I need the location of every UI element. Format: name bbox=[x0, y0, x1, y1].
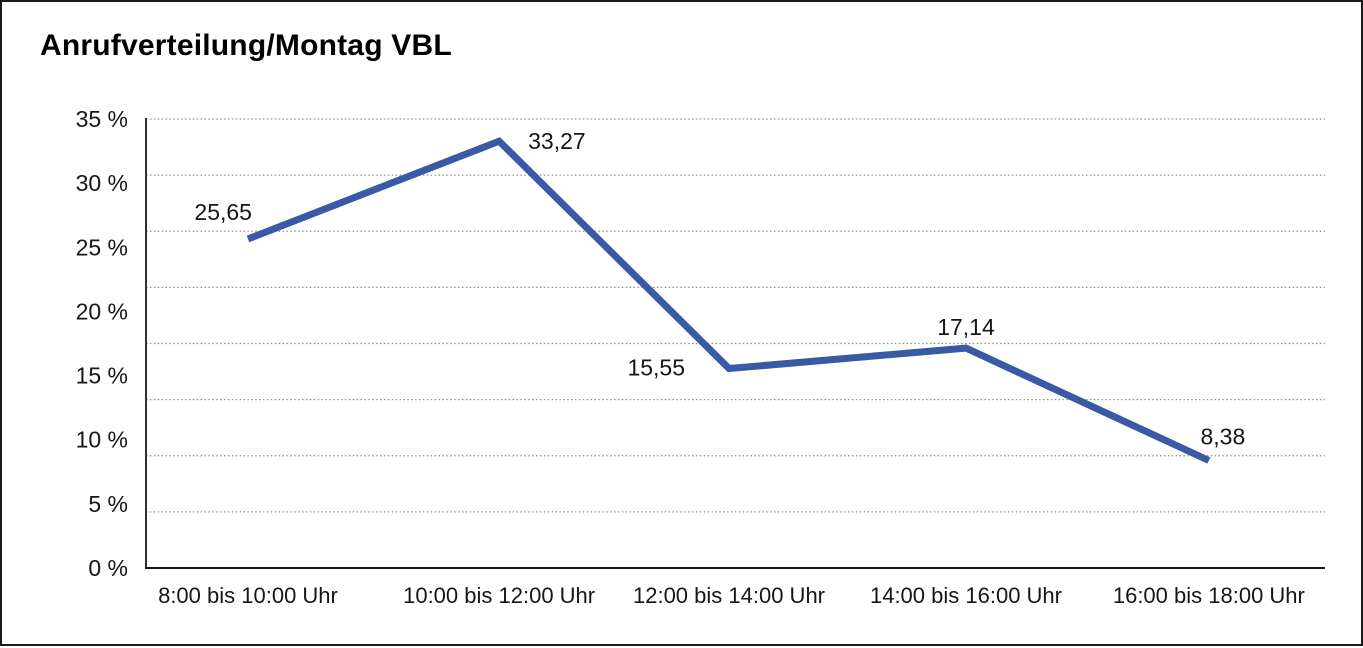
x-category-label: 16:00 bis 18:00 Uhr bbox=[1113, 583, 1305, 608]
point-value-label: 25,65 bbox=[194, 199, 252, 225]
y-tick-label: 30 % bbox=[76, 170, 128, 196]
y-tick-label: 20 % bbox=[76, 298, 128, 324]
point-value-label: 15,55 bbox=[627, 355, 685, 381]
y-tick-label: 5 % bbox=[88, 491, 128, 517]
chart-title: Anrufverteilung/Montag VBL bbox=[40, 29, 452, 62]
x-category-label: 10:00 bis 12:00 Uhr bbox=[403, 583, 595, 608]
point-value-label: 33,27 bbox=[528, 128, 586, 154]
y-tick-label: 10 % bbox=[76, 427, 128, 453]
y-tick-label: 0 % bbox=[88, 555, 128, 581]
y-tick-label: 25 % bbox=[76, 234, 128, 260]
y-tick-label: 15 % bbox=[76, 363, 128, 389]
x-category-label: 8:00 bis 10:00 Uhr bbox=[158, 583, 338, 608]
x-category-label: 12:00 bis 14:00 Uhr bbox=[633, 583, 825, 608]
point-value-label: 8,38 bbox=[1200, 423, 1245, 449]
y-tick-label: 35 % bbox=[76, 106, 128, 132]
data-line bbox=[246, 137, 1211, 464]
x-category-label: 14:00 bis 16:00 Uhr bbox=[870, 583, 1062, 608]
point-value-label: 17,14 bbox=[937, 314, 995, 340]
